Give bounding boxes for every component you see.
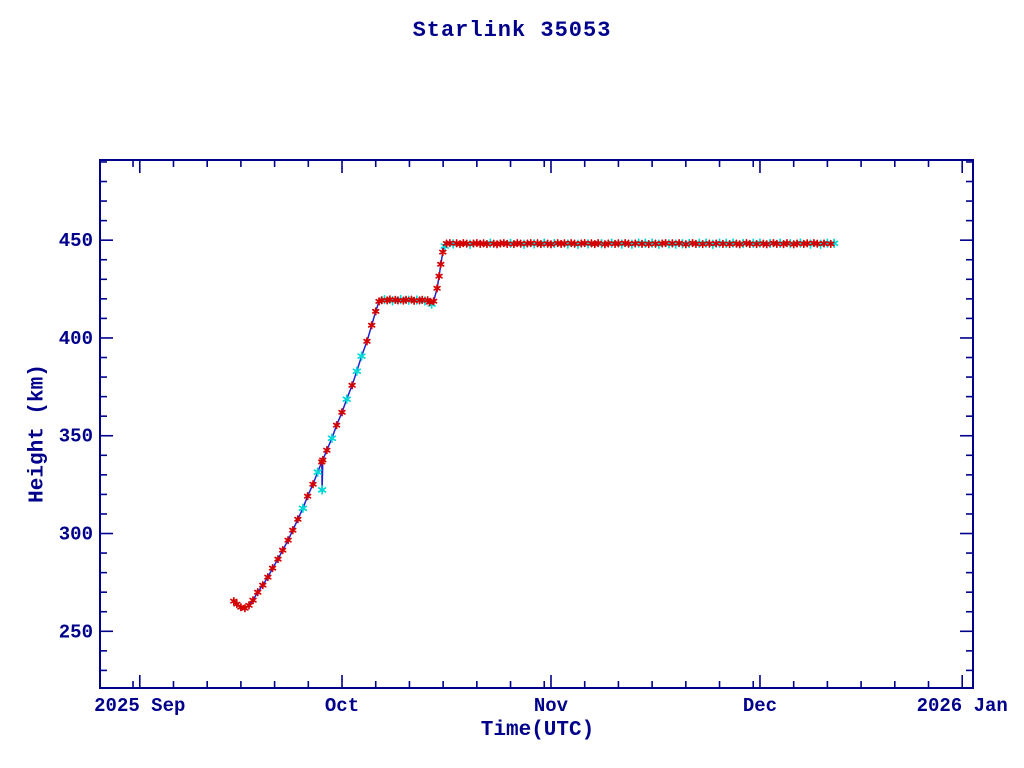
data-marker-red <box>367 321 376 330</box>
y-tick-label: 300 <box>59 524 93 546</box>
data-marker-red <box>682 240 690 249</box>
data-marker-red <box>230 597 238 606</box>
data-marker-red <box>827 239 835 249</box>
data-marker-red <box>746 239 754 249</box>
data-marker-red <box>820 239 828 248</box>
data-marker-red <box>547 240 555 249</box>
y-tick-label: 450 <box>59 230 93 252</box>
data-marker-red <box>793 239 801 248</box>
data-marker-red <box>773 239 781 249</box>
data-marker-red <box>338 408 346 417</box>
data-marker-red <box>278 545 287 555</box>
data-marker-red <box>594 238 602 248</box>
data-marker-red <box>763 240 771 249</box>
data-marker-red <box>783 238 791 248</box>
data-marker-red <box>580 238 589 248</box>
data-marker-cyan <box>357 351 366 361</box>
data-marker-red <box>537 239 545 249</box>
data-marker-red <box>439 247 447 257</box>
data-marker-red <box>435 272 443 281</box>
data-marker-red <box>736 240 744 249</box>
data-marker-red <box>274 554 282 564</box>
data-marker-red <box>348 381 356 390</box>
data-marker-red <box>614 239 623 248</box>
data-marker-red <box>284 536 292 545</box>
data-marker-red <box>752 239 761 249</box>
data-marker-red <box>604 239 613 248</box>
data-marker-red <box>725 239 734 249</box>
y-axis-title: Height (km) <box>26 364 50 503</box>
data-marker-red <box>675 238 683 248</box>
data-marker-red <box>433 284 441 293</box>
data-marker-red <box>813 239 821 248</box>
data-marker-red <box>446 238 454 248</box>
data-marker-cyan <box>317 485 327 495</box>
y-tick-label: 350 <box>59 426 93 448</box>
data-marker-red <box>259 580 267 590</box>
data-marker-red <box>264 572 272 582</box>
y-tick-label: 400 <box>59 328 93 350</box>
data-line <box>233 242 835 610</box>
data-marker-red <box>463 239 471 248</box>
data-marker-red <box>268 563 277 573</box>
data-marker-cyan <box>352 366 362 376</box>
data-marker-red <box>323 446 331 455</box>
plot-frame <box>99 159 974 689</box>
x-tick-label: Dec <box>743 695 777 717</box>
data-marker-red <box>719 239 727 249</box>
data-marker-cyan <box>327 433 337 444</box>
x-tick-label: Nov <box>534 695 569 717</box>
data-marker-red <box>303 492 312 501</box>
chart-title: Starlink 35053 <box>412 18 612 43</box>
data-marker-red <box>516 239 525 248</box>
data-marker-red <box>309 480 317 489</box>
x-tick-label: Oct <box>325 695 359 717</box>
data-marker-cyan <box>342 394 351 404</box>
data-marker-red <box>527 238 535 248</box>
data-marker-red <box>638 239 646 249</box>
data-marker-red <box>503 239 511 249</box>
data-marker-red <box>570 239 579 248</box>
data-marker-red <box>437 260 445 269</box>
data-marker-red <box>319 455 327 465</box>
y-tick-label: 250 <box>59 621 93 643</box>
data-marker-red <box>712 239 720 248</box>
data-marker-red <box>294 515 302 524</box>
data-marker-red <box>372 307 380 316</box>
data-marker-red <box>645 239 653 249</box>
data-marker-red <box>803 239 811 248</box>
data-marker-red <box>289 526 297 535</box>
data-marker-red <box>692 239 700 249</box>
data-marker-red <box>363 337 371 346</box>
x-tick-label: 2026 Jan <box>917 695 1008 717</box>
data-marker-cyan <box>313 467 322 477</box>
data-marker-red <box>245 601 253 610</box>
data-marker-red <box>668 239 677 248</box>
data-marker-red <box>483 239 491 249</box>
x-axis-title: Time(UTC) <box>480 719 595 742</box>
data-marker-red <box>631 239 639 248</box>
data-marker-red <box>624 239 633 248</box>
data-marker-red <box>651 239 660 248</box>
data-marker-red <box>698 239 707 249</box>
data-marker-red <box>332 421 341 430</box>
x-tick-label: 2025 Sep <box>94 695 185 717</box>
data-marker-red <box>661 238 670 248</box>
data-marker-red <box>560 239 569 248</box>
data-marker-red <box>249 596 257 605</box>
data-marker-red <box>254 588 262 597</box>
data-marker-red <box>705 239 714 248</box>
data-marker-cyan <box>298 503 308 514</box>
data-marker-red <box>429 297 438 306</box>
